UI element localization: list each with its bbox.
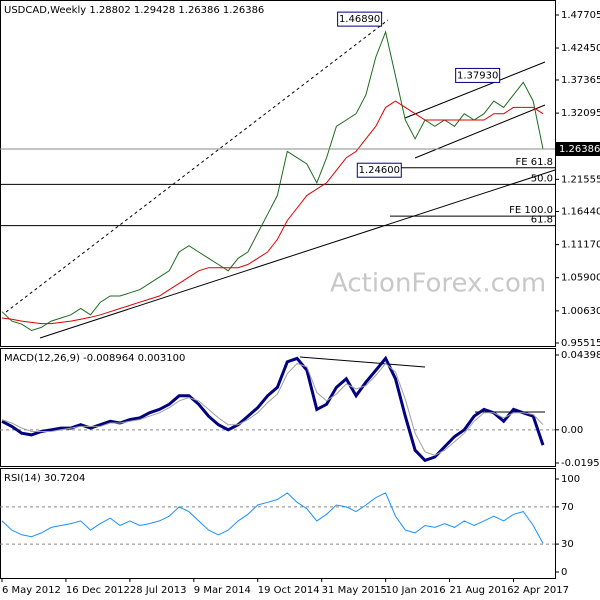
annotation-box <box>356 162 402 178</box>
pane-title: RSI(14) 30.7204 <box>4 473 85 484</box>
level-label: 61.8 <box>531 215 553 226</box>
series-line <box>1 355 545 463</box>
series-line <box>1 492 544 544</box>
y-tick-label: 100 <box>561 474 580 485</box>
macd-trendline <box>299 356 426 368</box>
series-line <box>1 30 544 332</box>
y-tick-label: 70 <box>561 502 574 513</box>
y-tick-label: 1.32095 <box>561 108 600 119</box>
x-tick-label: 16 Dec 2012 <box>66 585 130 596</box>
y-tick-label: 0.00 <box>561 425 583 436</box>
level-label: FE 100.0 <box>509 205 553 216</box>
level-label: 50.0 <box>531 173 553 184</box>
y-tick-label: 1.47705 <box>561 10 600 21</box>
annotation-box <box>455 67 501 83</box>
last-price-box <box>556 141 600 156</box>
annotation-label: 1.46890 <box>339 14 380 25</box>
pane-title: USDCAD,Weekly 1.28802 1.29428 1.26386 1.… <box>4 5 264 16</box>
last-price-label: 1.26386 <box>559 144 600 155</box>
y-tick-label: 1.42450 <box>561 43 600 54</box>
pane-border <box>0 348 556 467</box>
y-tick-label: 1.37365 <box>561 75 600 86</box>
x-tick-label: 10 Jan 2016 <box>386 585 446 596</box>
x-tick-label: 31 May 2015 <box>322 585 387 596</box>
series-line <box>1 362 544 456</box>
series-line <box>1 100 544 325</box>
channel-line <box>414 104 546 159</box>
y-tick-label: 0.043983 <box>561 350 600 361</box>
y-tick-label: 1.05900 <box>561 273 600 284</box>
pane-border <box>0 468 556 579</box>
channel-line <box>404 61 546 119</box>
x-tick-label: 9 Mar 2014 <box>194 585 251 596</box>
x-tick-label: 2 Apr 2017 <box>513 585 568 596</box>
x-tick-label: 28 Jul 2013 <box>130 585 187 596</box>
trendline <box>39 169 556 339</box>
annotation-label: 1.37930 <box>457 70 498 81</box>
annotation-box <box>337 11 383 27</box>
watermark: ActionForex.com <box>330 269 546 299</box>
y-tick-label: 0.95515 <box>561 338 600 349</box>
y-tick-label: 1.11170 <box>561 240 600 251</box>
y-tick-label: 1.21555 <box>561 174 600 185</box>
y-tick-label: 1.00630 <box>561 306 600 317</box>
pane-title: MACD(12,26,9) -0.008964 0.003100 <box>4 353 185 364</box>
trendline <box>5 19 389 313</box>
x-tick-label: 21 Aug 2016 <box>450 585 514 596</box>
y-tick-label: 30 <box>561 539 574 550</box>
pane-border <box>0 0 556 347</box>
x-tick-label: 19 Oct 2014 <box>258 585 320 596</box>
level-label: FE 61.8 <box>515 157 553 168</box>
y-tick-label: -0.019501 <box>561 458 600 469</box>
y-tick-label: 0 <box>561 567 567 578</box>
annotation-label: 1.24600 <box>359 165 400 176</box>
x-tick-label: 6 May 2012 <box>2 585 61 596</box>
y-tick-label: 1.16440 <box>561 206 600 217</box>
